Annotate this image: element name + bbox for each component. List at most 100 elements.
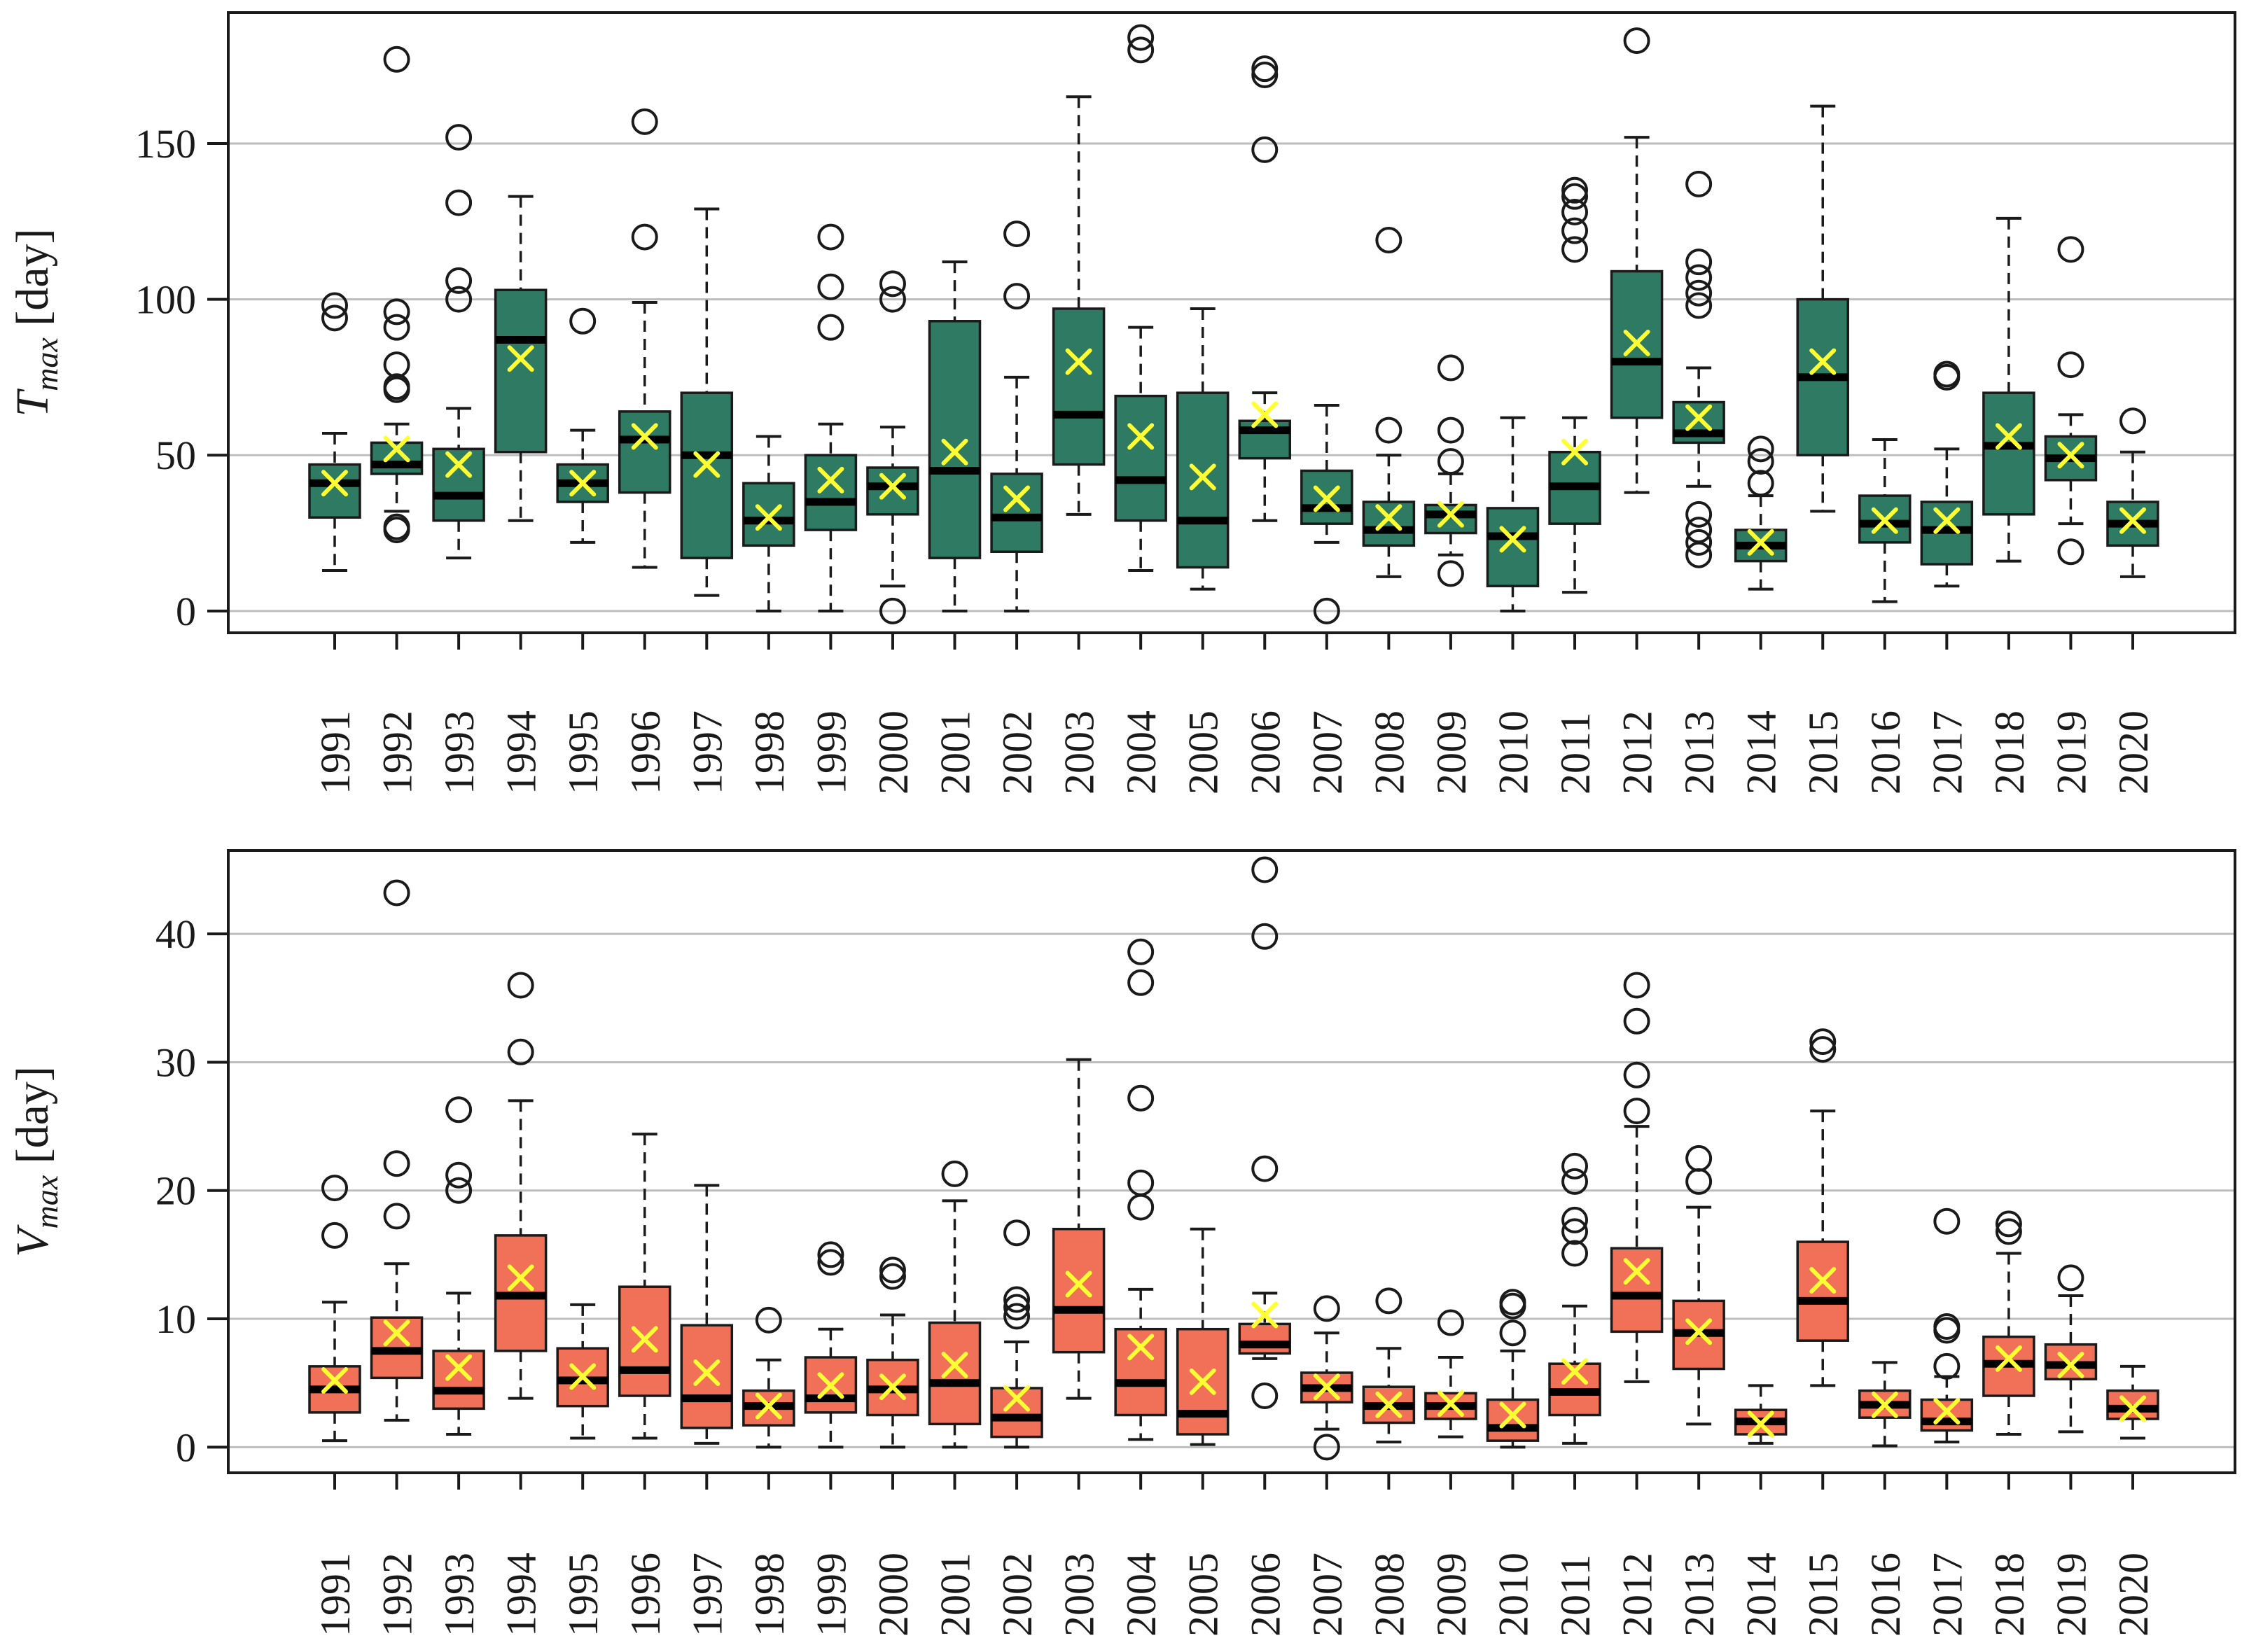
box-1999 [804,1241,858,1449]
iqr-box [804,454,858,531]
x-tick-label: 2009 [1428,1553,1475,1637]
box-2008 [1362,1287,1416,1444]
x-tick-label: 1996 [622,1553,669,1637]
outlier-point [445,1096,473,1124]
outlier-point [879,286,906,313]
outlier-point [1623,1098,1650,1125]
box-2010 [1486,416,1540,612]
mean-marker [1933,507,1961,534]
box-1993 [432,1096,485,1436]
x-tick-label: 2001 [933,1553,979,1637]
box-2016 [1858,1361,1912,1448]
outlier-point [1561,1240,1589,1267]
x-tick-label: 1994 [499,1553,545,1637]
x-tick-label: 1995 [560,1553,606,1637]
iqr-box [928,1321,982,1426]
mean-marker [1809,1267,1837,1294]
x-tick-label: 2014 [1739,1553,1785,1637]
outlier-point [1809,1028,1837,1056]
mean-marker [1375,504,1402,531]
outlier-point [879,270,906,298]
mean-marker [1375,1391,1402,1418]
outlier-point [383,351,410,379]
box-2020 [2106,1364,2159,1440]
outlier-point [383,46,410,73]
x-tick-label: 2011 [1552,712,1599,794]
x-tick-label: 2014 [1739,710,1785,794]
box-2006 [1238,856,1292,1410]
y-tick-label: 20 [155,1168,196,1214]
outlier-point [321,1222,348,1249]
x-tick-label: 2012 [1615,710,1661,794]
outlier-point [1251,856,1279,883]
mean-marker [1623,329,1650,356]
y-axis-title: Tmax [day] [7,228,64,416]
y-tick-label: 0 [176,589,196,634]
x-tick-label: 2012 [1615,1553,1661,1637]
mean-marker [1995,423,2022,450]
mean-marker [1251,1301,1279,1329]
mean-marker [1437,500,1464,528]
mean-marker [1251,401,1279,428]
outlier-point [1127,1194,1155,1221]
iqr-box [1238,1322,1292,1355]
iqr-box [928,320,982,559]
outlier-point [817,314,844,341]
outlier-point [2057,236,2084,263]
mean-marker [1747,1410,1774,1438]
mean-marker [445,451,473,478]
x-tick-label: 2006 [1242,710,1288,794]
x-tick-label: 2004 [1118,710,1164,794]
outlier-point [1747,435,1774,463]
y-axis-title: Vmax [day] [7,1066,64,1257]
mean-marker [1933,1398,1961,1425]
x-tick-label: 2002 [994,710,1040,794]
vmax-panel: 0 10 20 30 40 1991 1992 1993 1994 1995 1996 1997 199… [7,849,2236,1637]
mean-marker [1561,438,1589,465]
box-1994 [494,972,548,1400]
box-2008 [1362,227,1416,578]
outlier-point [631,108,658,135]
outlier-point [2057,538,2084,566]
outlier-point [445,286,473,313]
outlier-point [1933,1352,1961,1380]
outlier-point [1685,292,1713,319]
box-2012 [1610,972,1664,1383]
x-tick-label: 2016 [1862,710,1909,794]
outlier-point [321,1175,348,1202]
x-tick-label: 2005 [1181,710,1227,794]
mean-marker [2119,507,2146,534]
box-2018 [1982,216,2035,563]
x-tick-label: 2019 [2048,710,2094,794]
x-tick-label: 1999 [808,710,854,794]
box-2016 [1858,438,1912,603]
box-2013 [1672,1144,1725,1426]
box-2004 [1114,24,1167,572]
outlier-point [1747,470,1774,497]
box-2015 [1796,1028,1849,1387]
x-tick-label: 2013 [1676,710,1722,794]
outlier-point [1437,416,1464,444]
mean-marker [1871,507,1898,534]
outlier-point [321,304,348,332]
x-tick-label: 2000 [870,1553,917,1637]
x-tick-label: 2001 [933,710,979,794]
tmax-panel: 0 50 100 150 1991 1992 1993 1994 1995 1996 1997 199… [7,11,2236,794]
box-2011 [1548,176,1601,594]
iqr-box [1052,1227,1106,1354]
box-2000 [866,1256,919,1449]
outlier-point [1685,500,1713,528]
box-2019 [2044,1264,2098,1434]
box-2007 [1300,1295,1353,1461]
outlier-point [2057,1264,2084,1292]
mean-marker [1499,1401,1526,1429]
outlier-point [1685,517,1713,544]
outlier-point [1437,448,1464,475]
x-tick-label: 2013 [1676,1553,1722,1637]
outlier-point [383,1203,410,1230]
box-2004 [1114,938,1167,1441]
outlier-point [1003,1219,1031,1247]
outlier-point [507,972,534,999]
iqr-box [1114,1327,1167,1417]
outlier-point [1623,1007,1650,1035]
